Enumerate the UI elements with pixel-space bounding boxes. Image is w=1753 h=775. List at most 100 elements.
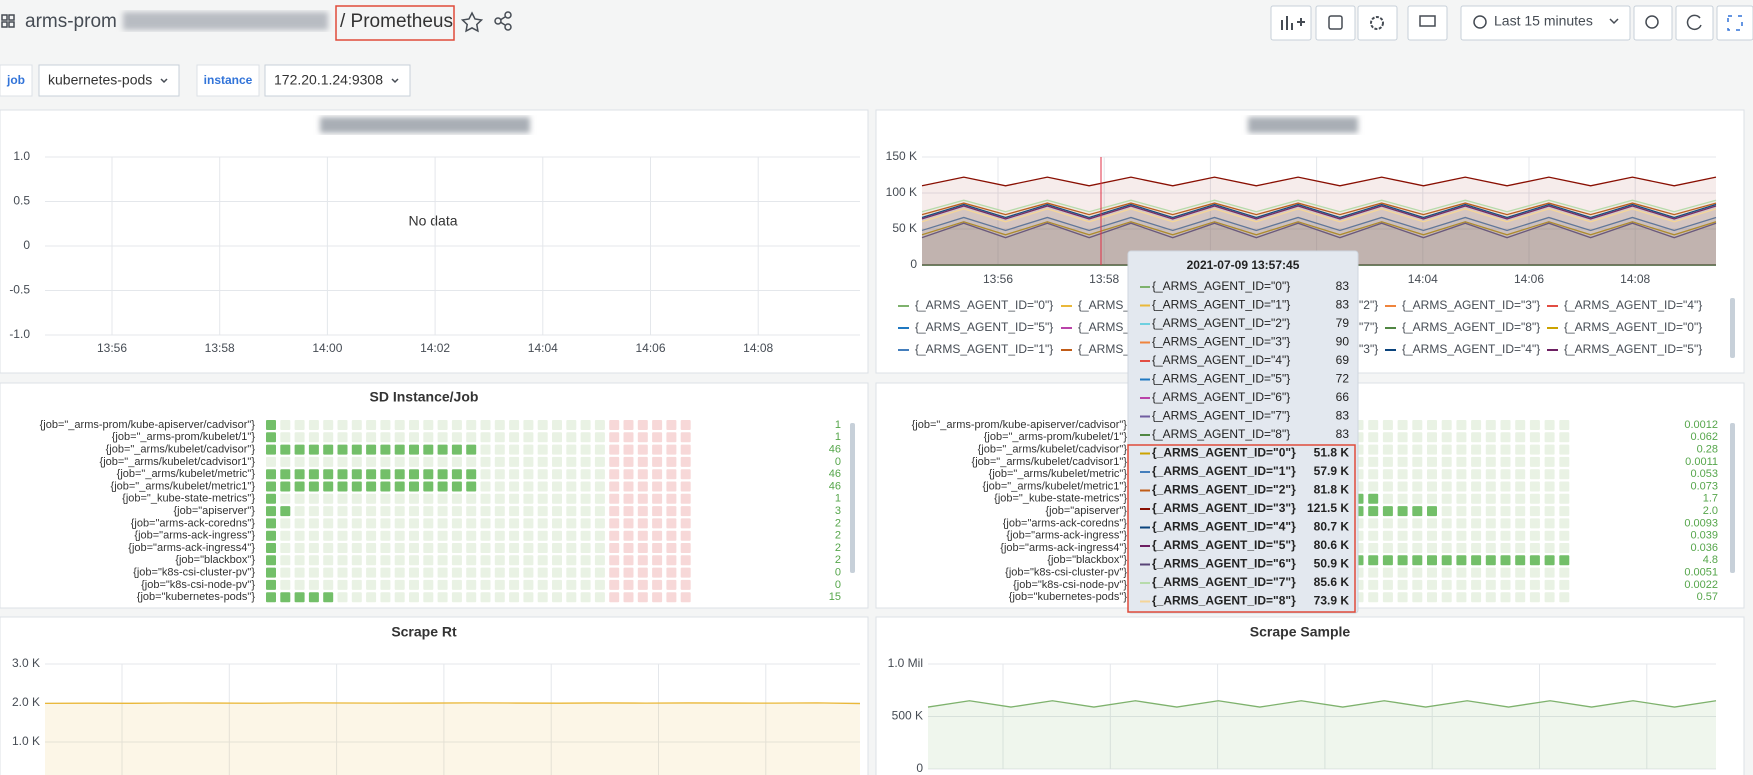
tooltip-value: 83 (1336, 279, 1350, 293)
status-cell (266, 531, 276, 541)
status-cell (652, 543, 662, 553)
status-cell (652, 494, 662, 504)
status-cell (466, 482, 476, 492)
status-cell (1471, 580, 1481, 590)
status-cell (538, 432, 548, 442)
status-cell (452, 580, 462, 590)
status-cell (423, 445, 433, 455)
save-button[interactable] (1316, 6, 1355, 40)
status-cell (352, 568, 362, 578)
dashboard-title[interactable]: / Prometheus (340, 11, 453, 32)
status-cell (323, 482, 333, 492)
view-mode-button[interactable] (1717, 6, 1753, 40)
status-cell (323, 445, 333, 455)
tooltip-series: {_ARMS_AGENT_ID="4"} (1152, 520, 1296, 534)
status-cell (466, 494, 476, 504)
tooltip-value: 72 (1336, 372, 1350, 386)
status-cell (652, 420, 662, 430)
status-cell (1545, 568, 1555, 578)
status-cell (523, 555, 533, 565)
status-cell (481, 555, 491, 565)
row-label: {job="_arms/kubelet/metric1"} (111, 480, 256, 492)
status-cell (624, 506, 634, 516)
y-tick-label: 150 K (886, 149, 917, 163)
status-cell (495, 555, 505, 565)
status-cell (366, 494, 376, 504)
legend-label[interactable]: {_ARMS_AGENT_ID="5"} (915, 320, 1053, 334)
status-cell (380, 531, 390, 541)
status-cell (295, 506, 305, 516)
status-cell (581, 531, 591, 541)
legend-label[interactable]: {_ARMS_AGENT_ID="3"} (1402, 298, 1540, 312)
status-cell (681, 531, 691, 541)
scrollbar[interactable] (1730, 423, 1735, 573)
zoom-out-button[interactable] (1634, 6, 1672, 40)
apps-icon[interactable] (2, 15, 14, 27)
status-cell (323, 494, 333, 504)
status-cell (481, 420, 491, 430)
status-cell (1501, 592, 1511, 602)
status-cell (666, 457, 676, 467)
star-button[interactable] (463, 13, 482, 31)
share-button[interactable] (495, 12, 511, 30)
status-cell (481, 445, 491, 455)
status-cell (1530, 568, 1540, 578)
status-cell (681, 420, 691, 430)
redacted-panel-title (320, 117, 530, 133)
status-cell (652, 506, 662, 516)
status-cell (1559, 592, 1569, 602)
x-tick-label: 13:56 (97, 341, 127, 355)
status-cell (309, 494, 319, 504)
status-cell (609, 580, 619, 590)
status-cell (295, 432, 305, 442)
status-cell (581, 494, 591, 504)
status-cell (1427, 592, 1437, 602)
app-name[interactable]: arms-prom (25, 11, 117, 32)
status-cell (1412, 580, 1422, 590)
scrollbar[interactable] (850, 423, 855, 573)
row-label: {job="k8s-csi-cluster-pv"} (133, 567, 255, 579)
status-cell (409, 518, 419, 528)
status-cell (338, 457, 348, 467)
status-cell (280, 494, 290, 504)
status-cell (1368, 543, 1378, 553)
tooltip-value: 83 (1336, 298, 1350, 312)
legend-label[interactable]: {_ARMS_AGENT_ID="0"} (1564, 320, 1702, 334)
settings-button[interactable] (1358, 6, 1397, 40)
x-tick-label: 14:00 (312, 341, 342, 355)
legend-label[interactable]: {_ARMS_AGENT_ID="8"} (1402, 320, 1540, 334)
status-cell (509, 506, 519, 516)
legend-label[interactable]: {_ARMS_AGENT_ID="0"} (915, 298, 1053, 312)
status-cell (338, 469, 348, 479)
status-cell (1501, 531, 1511, 541)
status-cell (309, 568, 319, 578)
status-cell (523, 531, 533, 541)
refresh-button[interactable] (1676, 6, 1713, 40)
status-cell (595, 432, 605, 442)
tooltip-series: {_ARMS_AGENT_ID="1"} (1152, 464, 1296, 478)
tooltip-series: {_ARMS_AGENT_ID="3"} (1152, 501, 1296, 515)
status-cell (1559, 469, 1569, 479)
status-cell (466, 531, 476, 541)
status-cell (552, 543, 562, 553)
status-cell (423, 555, 433, 565)
legend-label[interactable]: {_ARMS_AGENT_ID="4"} (1564, 298, 1702, 312)
status-cell (1559, 506, 1569, 516)
row-label: {job="blackbox"} (175, 554, 255, 566)
status-cell (352, 420, 362, 430)
legend-label[interactable]: {_ARMS_AGENT_ID="5"} (1564, 342, 1702, 356)
status-cell (652, 518, 662, 528)
status-cell (409, 555, 419, 565)
tv-button[interactable] (1408, 6, 1447, 40)
legend-label[interactable]: {_ARMS_AGENT_ID="1"} (915, 342, 1053, 356)
status-cell (1383, 543, 1393, 553)
status-cell (566, 506, 576, 516)
scrollbar[interactable] (1730, 298, 1735, 358)
status-cell (581, 555, 591, 565)
status-cell (295, 482, 305, 492)
status-cell (1412, 506, 1422, 516)
status-cell (309, 543, 319, 553)
status-cell (1368, 494, 1378, 504)
status-cell (309, 445, 319, 455)
legend-label[interactable]: {_ARMS_AGENT_ID="4"} (1402, 342, 1540, 356)
